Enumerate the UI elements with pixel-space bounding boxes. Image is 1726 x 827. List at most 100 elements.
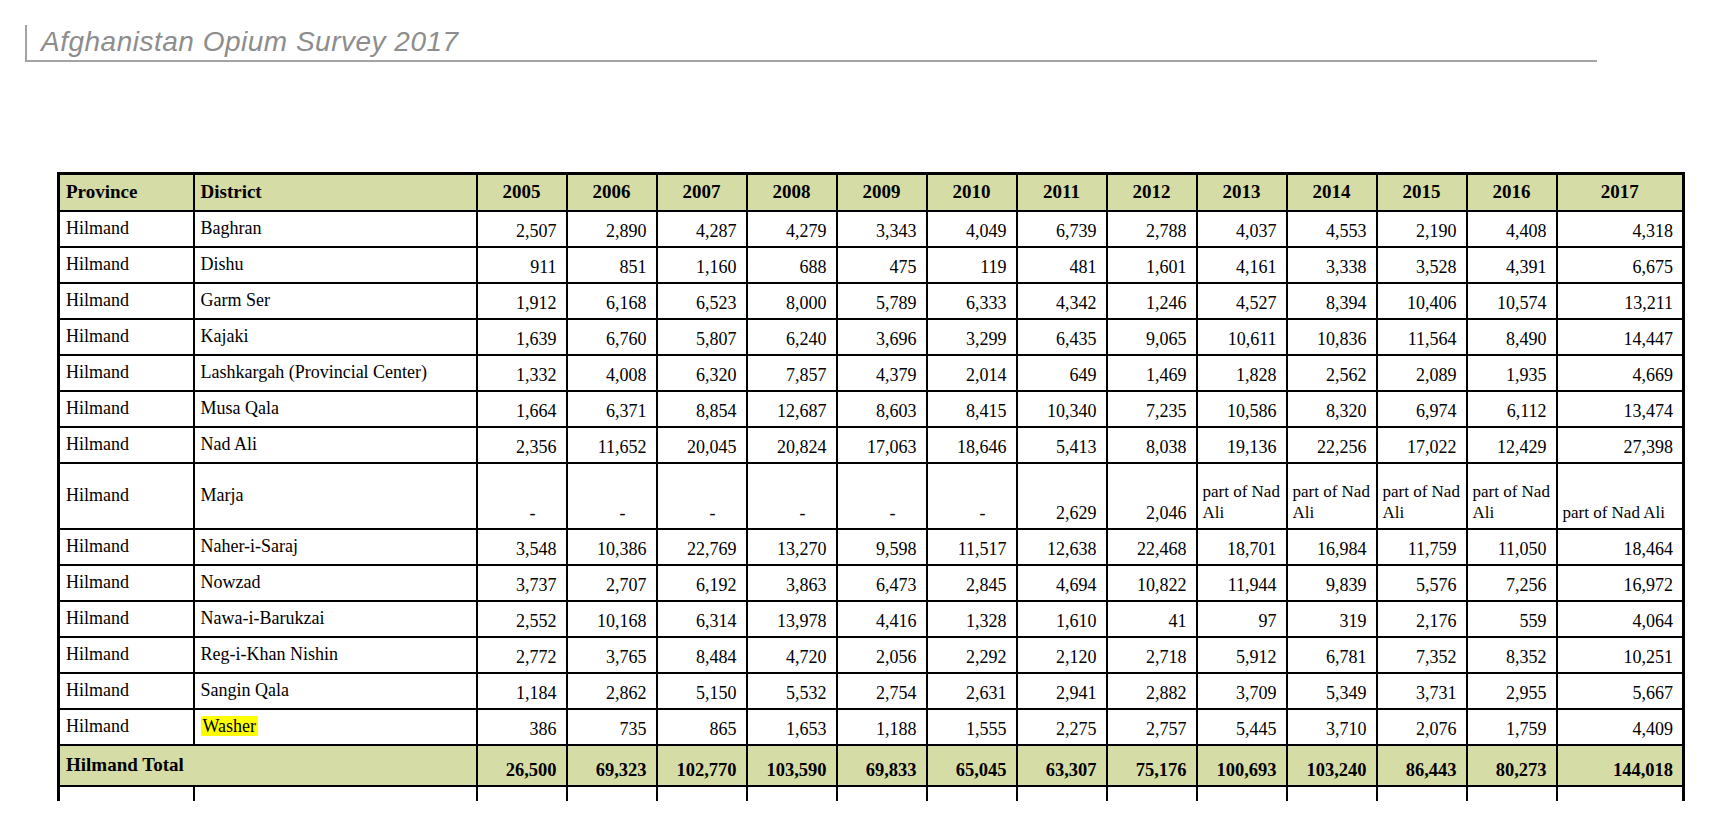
value-cell: 14,447 (1557, 319, 1684, 355)
total-value-cell: 80,273 (1467, 745, 1557, 786)
value-cell: 6,473 (837, 565, 927, 601)
value-cell: 4,287 (657, 211, 747, 247)
value-cell: 11,050 (1467, 529, 1557, 565)
total-value-cell: 100,693 (1197, 745, 1287, 786)
district-cell: Dishu (194, 247, 477, 283)
value-cell: 3,765 (567, 637, 657, 673)
column-header-province: Province (59, 174, 194, 211)
table-row: HilmandNaher-i-Saraj3,54810,38622,76913,… (59, 529, 1684, 565)
value-cell: 1,935 (1467, 355, 1557, 391)
province-cell: Hilmand (59, 355, 194, 391)
value-cell: 2,056 (837, 637, 927, 673)
cutoff-cell (1017, 786, 1107, 802)
value-cell: 11,759 (1377, 529, 1467, 565)
value-cell: 4,049 (927, 211, 1017, 247)
value-cell: 11,652 (567, 427, 657, 463)
cutoff-cell (747, 786, 837, 802)
total-value-cell: 103,590 (747, 745, 837, 786)
cutoff-cell (657, 786, 747, 802)
value-cell: part of Nad Ali (1557, 463, 1684, 529)
column-header-year: 2009 (837, 174, 927, 211)
value-cell: 4,318 (1557, 211, 1684, 247)
total-value-cell: 86,443 (1377, 745, 1467, 786)
value-cell: 1,759 (1467, 709, 1557, 745)
value-cell: 5,150 (657, 673, 747, 709)
value-cell: 10,822 (1107, 565, 1197, 601)
value-cell: 4,694 (1017, 565, 1107, 601)
cutoff-cell (1107, 786, 1197, 802)
column-header-year: 2005 (477, 174, 567, 211)
value-cell: 3,528 (1377, 247, 1467, 283)
value-cell: 10,611 (1197, 319, 1287, 355)
value-cell: 13,474 (1557, 391, 1684, 427)
value-cell: 2,862 (567, 673, 657, 709)
value-cell: 3,731 (1377, 673, 1467, 709)
value-cell: 1,912 (477, 283, 567, 319)
province-cell: Hilmand (59, 319, 194, 355)
value-cell: 17,063 (837, 427, 927, 463)
value-cell: 6,675 (1557, 247, 1684, 283)
value-cell: 1,160 (657, 247, 747, 283)
total-value-cell: 69,833 (837, 745, 927, 786)
province-cell: Hilmand (59, 247, 194, 283)
value-cell: 8,320 (1287, 391, 1377, 427)
district-cell: Baghran (194, 211, 477, 247)
value-cell: 18,701 (1197, 529, 1287, 565)
total-label: Hilmand Total (59, 745, 477, 786)
value-cell: 2,014 (927, 355, 1017, 391)
column-header-year: 2010 (927, 174, 1017, 211)
value-cell: 6,112 (1467, 391, 1557, 427)
value-cell: 10,386 (567, 529, 657, 565)
value-cell: 2,757 (1107, 709, 1197, 745)
table-row: HilmandLashkargah (Provincial Center)1,3… (59, 355, 1684, 391)
value-cell: 10,340 (1017, 391, 1107, 427)
value-cell: 8,484 (657, 637, 747, 673)
value-cell: 3,710 (1287, 709, 1377, 745)
value-cell: 2,275 (1017, 709, 1107, 745)
value-cell: 2,292 (927, 637, 1017, 673)
cutoff-cell (1467, 786, 1557, 802)
value-cell: 2,076 (1377, 709, 1467, 745)
value-cell: 18,464 (1557, 529, 1684, 565)
value-cell: 1,828 (1197, 355, 1287, 391)
value-cell: 12,429 (1467, 427, 1557, 463)
value-cell: 1,601 (1107, 247, 1197, 283)
value-cell: 5,789 (837, 283, 927, 319)
cutoff-cell (1557, 786, 1684, 802)
value-cell: 20,045 (657, 427, 747, 463)
value-cell: 5,349 (1287, 673, 1377, 709)
cutoff-cell (1377, 786, 1467, 802)
column-header-year: 2012 (1107, 174, 1197, 211)
value-cell: 6,192 (657, 565, 747, 601)
value-cell: 10,168 (567, 601, 657, 637)
value-cell: 8,038 (1107, 427, 1197, 463)
value-cell: 3,863 (747, 565, 837, 601)
value-cell: 10,251 (1557, 637, 1684, 673)
value-cell: 3,343 (837, 211, 927, 247)
value-cell: 688 (747, 247, 837, 283)
value-cell: 1,188 (837, 709, 927, 745)
district-cell: Nawa-i-Barukzai (194, 601, 477, 637)
value-cell: 2,046 (1107, 463, 1197, 529)
value-cell: 3,548 (477, 529, 567, 565)
column-header-district: District (194, 174, 477, 211)
value-cell: 2,190 (1377, 211, 1467, 247)
district-cell: Sangin Qala (194, 673, 477, 709)
value-cell: 8,603 (837, 391, 927, 427)
value-cell: 6,435 (1017, 319, 1107, 355)
province-cell: Hilmand (59, 709, 194, 745)
total-value-cell: 144,018 (1557, 745, 1684, 786)
value-cell: 8,415 (927, 391, 1017, 427)
value-cell: - (747, 463, 837, 529)
value-cell: 2,772 (477, 637, 567, 673)
table-row: HilmandMusa Qala1,6646,3718,85412,6878,6… (59, 391, 1684, 427)
value-cell: 20,824 (747, 427, 837, 463)
district-cell: Reg-i-Khan Nishin (194, 637, 477, 673)
table-row: HilmandReg-i-Khan Nishin2,7723,7658,4844… (59, 637, 1684, 673)
cutoff-cell (927, 786, 1017, 802)
value-cell: part of Nad Ali (1287, 463, 1377, 529)
value-cell: 4,037 (1197, 211, 1287, 247)
value-cell: 2,845 (927, 565, 1017, 601)
district-cell: Musa Qala (194, 391, 477, 427)
column-header-year: 2014 (1287, 174, 1377, 211)
